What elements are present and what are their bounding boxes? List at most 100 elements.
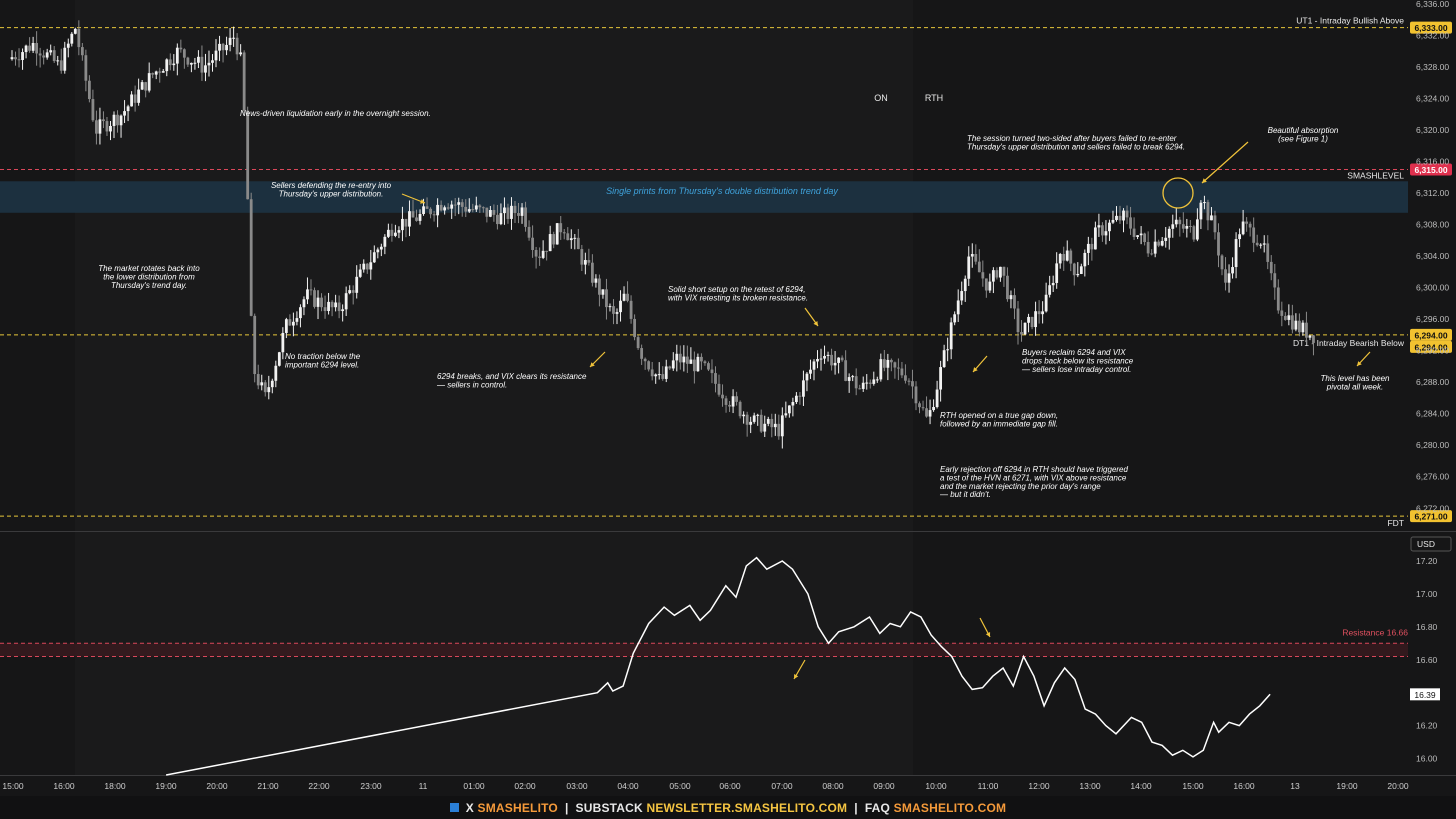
candle-body <box>904 375 907 381</box>
candle-body <box>995 270 999 278</box>
annotations: News-driven liquidation early in the ove… <box>98 109 1390 680</box>
footer-substack-url[interactable]: NEWSLETTER.SMASHELITO.COM <box>646 800 848 815</box>
candle-body <box>411 211 415 218</box>
axis-strip <box>1408 0 1456 796</box>
annotation-line: drops back below its resistance <box>1022 356 1134 365</box>
candle-body <box>766 418 770 424</box>
candle-body <box>394 232 397 236</box>
candle-body <box>1062 253 1066 261</box>
candle-body <box>1234 239 1238 268</box>
axes: 6,333.00 6,315.00 6,294.00 6,294.00 6,271.00… <box>2 0 1452 791</box>
candle-body <box>337 302 341 312</box>
candle-body <box>63 47 67 71</box>
candle-body <box>524 207 527 227</box>
candle-body <box>531 237 534 250</box>
candle-body <box>492 210 496 215</box>
candle-body <box>999 266 1002 278</box>
candle-body <box>661 374 665 379</box>
price-axis-tick: 6,304.00 <box>1416 251 1449 261</box>
candle-body <box>728 404 731 407</box>
candle-body <box>865 382 869 384</box>
candle-body <box>1115 215 1118 220</box>
price-pane: Single prints from Thursday's double dis… <box>0 16 1408 528</box>
x-axis-tick: 21:00 <box>257 781 279 791</box>
candle-body <box>872 379 876 384</box>
candle-body <box>974 254 978 262</box>
candle-body <box>485 207 489 217</box>
vix-last-value: 16.39 <box>1414 690 1436 700</box>
candle-body <box>10 57 14 60</box>
candle-body <box>439 204 443 211</box>
x-axis-tick: 20:00 <box>206 781 228 791</box>
x-axis-tick: 15:00 <box>1182 781 1204 791</box>
candle-body <box>893 362 897 368</box>
footer-faq-url[interactable]: SMASHELITO.COM <box>893 800 1007 815</box>
candle-body <box>1111 219 1115 223</box>
x-axis-tick: 22:00 <box>308 781 330 791</box>
candle-body <box>1129 217 1132 229</box>
footer-x-handle[interactable]: SMASHELITO <box>477 800 558 815</box>
candle-body <box>362 263 366 270</box>
candle-body <box>1146 242 1150 254</box>
candle-body <box>573 237 577 239</box>
annotation-line: The session turned two-sided after buyer… <box>967 134 1177 143</box>
price-badge-label: 6,271.00 <box>1414 512 1447 522</box>
candle-body <box>714 373 717 384</box>
vix-axis-tick: 17.00 <box>1416 589 1438 599</box>
candle-body <box>116 114 119 126</box>
candle-body <box>175 47 179 64</box>
candle-body <box>1136 235 1139 237</box>
candle-body <box>218 43 221 51</box>
x-axis-tick: 07:00 <box>771 781 793 791</box>
candle-body <box>481 207 485 209</box>
candle-body <box>977 261 981 273</box>
candle-body <box>17 59 21 61</box>
candle-body <box>1051 282 1055 286</box>
candle-body <box>552 234 556 245</box>
annotation-line: and the market rejecting the prior day's… <box>940 482 1101 491</box>
candle-body <box>882 359 886 368</box>
candle-body <box>636 337 640 349</box>
candle-body <box>158 71 162 73</box>
candle-body <box>721 394 724 399</box>
candle-body <box>1160 240 1164 246</box>
candle-body <box>826 354 830 356</box>
candle-body <box>1153 241 1157 254</box>
candle-body <box>1185 226 1189 229</box>
annotation-line: Sellers defending the re-entry into <box>271 181 392 190</box>
candle-body <box>105 121 109 132</box>
candle-body <box>668 366 672 369</box>
candle-body <box>517 213 520 216</box>
candle-body <box>559 223 563 233</box>
price-badge-label: 6,294.00 <box>1414 342 1447 352</box>
arrow-head <box>973 367 978 372</box>
candle-body <box>144 82 148 91</box>
candle-body <box>629 300 633 319</box>
candle-body <box>900 368 904 376</box>
candle-body <box>685 356 689 364</box>
candle-body <box>422 206 425 215</box>
candle-body <box>555 223 559 245</box>
price-badge-label: 6,315.00 <box>1414 165 1447 175</box>
candle-body <box>45 52 49 58</box>
candle-body <box>868 382 872 384</box>
candle-body <box>267 387 271 393</box>
candle-body <box>527 226 531 238</box>
candle-body <box>1058 253 1062 264</box>
candle-body <box>1280 310 1284 316</box>
arrow-head <box>1202 178 1207 183</box>
candle-body <box>928 410 932 417</box>
candle-body <box>1171 224 1175 229</box>
candle-body <box>140 82 144 90</box>
candle-body <box>837 357 841 363</box>
annotation-line: with VIX retesting its broken resistance… <box>668 293 808 302</box>
candle-body <box>147 73 151 91</box>
candle-body <box>770 418 774 428</box>
price-axis-tick: 6,308.00 <box>1416 220 1449 230</box>
candle-body <box>830 354 833 366</box>
annotation-line: — sellers in control. <box>436 380 507 389</box>
candle-body <box>432 214 436 216</box>
candle-body <box>503 207 506 214</box>
candle-body <box>320 297 323 308</box>
